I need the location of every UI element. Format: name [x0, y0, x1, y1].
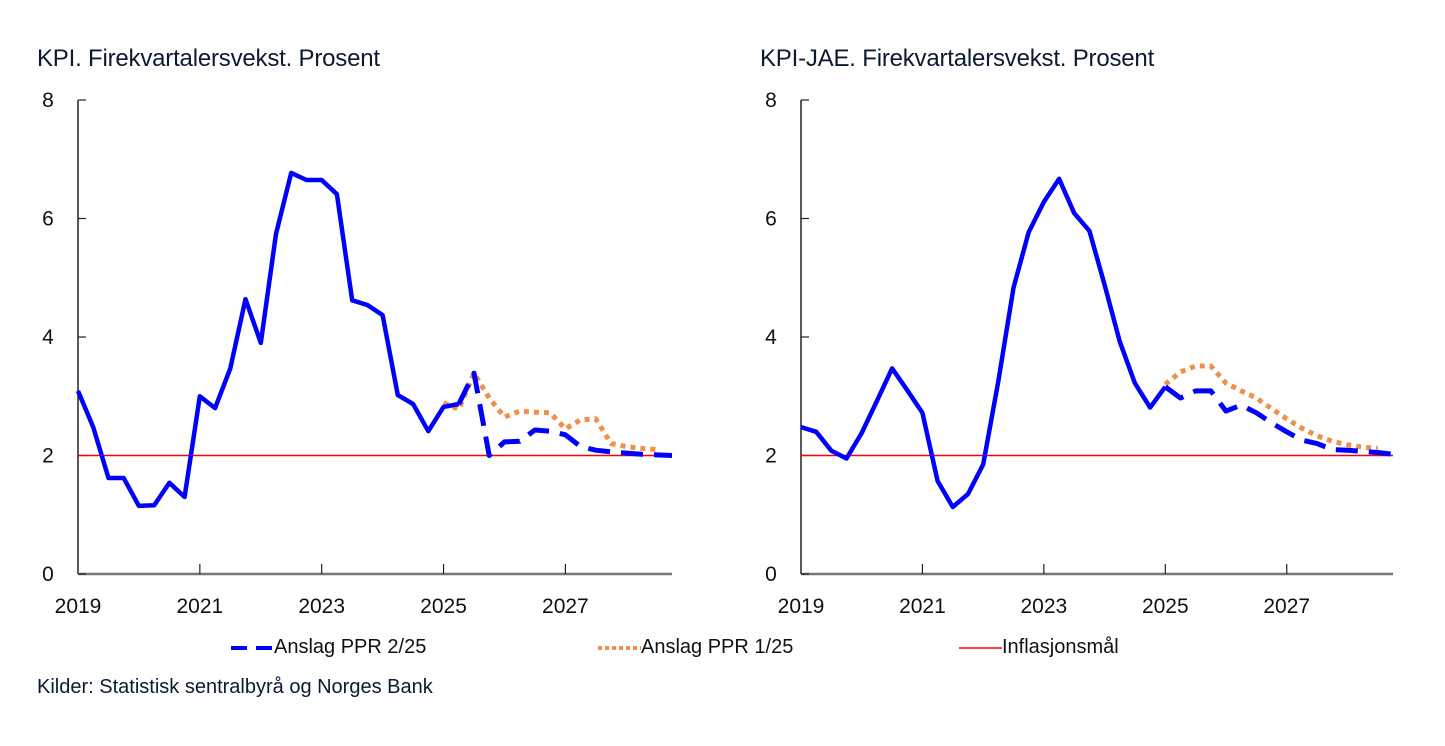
x-tick-label: 2025	[420, 595, 467, 618]
source-note: Kilder: Statistisk sentralbyrå og Norges…	[37, 676, 433, 698]
y-tick-label: 0	[765, 563, 777, 586]
x-tick-label: 2027	[1263, 595, 1310, 618]
legend-item-inflation-target: Inflasjonsmål	[958, 636, 1119, 659]
x-tick-label: 2023	[298, 595, 345, 618]
x-tick-label: 2019	[778, 595, 825, 618]
forecast-ppr-2-25-line	[456, 370, 673, 458]
legend-label: Anslag PPR 2/25	[274, 636, 427, 658]
x-tick-label: 2023	[1021, 595, 1068, 618]
left-chart-title: KPI. Firekvartalersvekst. Prosent	[37, 45, 380, 72]
forecast-ppr-1-25-line	[1163, 363, 1378, 451]
left-chart-panel: 0 2 4 6 8 2019 2021 2023 2025 2027	[42, 89, 673, 618]
actual-series-line	[800, 176, 1168, 510]
legend-item-ppr-1-25: Anslag PPR 1/25	[597, 636, 793, 659]
x-tick-label: 2027	[542, 595, 589, 618]
y-tick-label: 4	[765, 326, 777, 349]
forecast-ppr-2-25-line	[1163, 384, 1394, 457]
y-tick-label: 8	[42, 89, 54, 112]
legend-item-ppr-2-25: Anslag PPR 2/25	[230, 636, 426, 659]
dotted-line-swatch-icon	[598, 645, 641, 650]
forecast-ppr-1-25-line	[442, 370, 657, 453]
y-tick-label: 0	[42, 563, 54, 586]
y-tick-label: 6	[765, 208, 777, 231]
legend: Anslag PPR 2/25 Anslag PPR 1/25 Inflasjo…	[0, 636, 1445, 666]
dashed-line-swatch-icon	[231, 645, 274, 650]
solid-line-swatch-icon	[959, 646, 1002, 649]
x-tick-label: 2025	[1142, 595, 1189, 618]
y-tick-label: 4	[42, 326, 54, 349]
y-tick-label: 8	[765, 89, 777, 112]
x-tick-label: 2021	[899, 595, 946, 618]
right-chart-panel: 0 2 4 6 8 2019 2021 2023 2025 2027	[765, 89, 1394, 618]
x-tick-label: 2021	[176, 595, 223, 618]
y-tick-label: 2	[42, 445, 54, 468]
y-tick-label: 2	[765, 445, 777, 468]
right-chart-title: KPI-JAE. Firekvartalersvekst. Prosent	[760, 45, 1155, 72]
x-tick-label: 2019	[55, 595, 102, 618]
y-tick-label: 6	[42, 208, 54, 231]
legend-label: Anslag PPR 1/25	[641, 636, 794, 658]
legend-label: Inflasjonsmål	[1002, 636, 1119, 658]
actual-series-line	[75, 170, 460, 509]
